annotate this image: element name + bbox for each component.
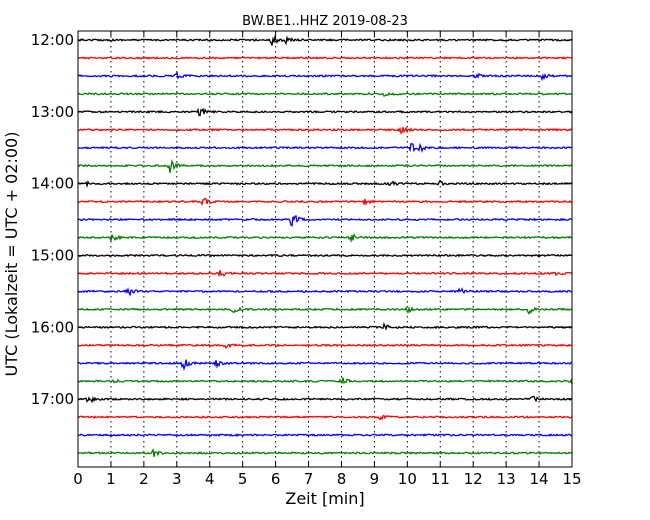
x-tick-label: 15 xyxy=(562,470,581,488)
trace-1245 xyxy=(77,91,573,97)
x-tick-label: 12 xyxy=(464,470,483,488)
trace-1715 xyxy=(77,414,573,421)
trace-1645 xyxy=(77,377,573,385)
trace-1230 xyxy=(77,71,573,82)
x-tick-label: 8 xyxy=(337,470,347,488)
trace-1415 xyxy=(77,197,573,206)
y-tick-label: 12:00 xyxy=(31,31,74,49)
trace-1400 xyxy=(77,179,573,189)
x-tick-label: 13 xyxy=(497,470,516,488)
trace-1530 xyxy=(77,286,573,297)
x-tick-label: 1 xyxy=(106,470,116,488)
trace-1215 xyxy=(77,56,573,60)
trace-1315 xyxy=(77,126,573,135)
plot-area: 0 1 2 3 4 5 6 7 8 9 10 11 12 13 14 1512:0013:0014:0015:… xyxy=(31,30,582,488)
trace-1345 xyxy=(77,158,573,173)
trace-1445 xyxy=(77,232,573,244)
x-tick-label: 6 xyxy=(271,470,281,488)
y-tick-label: 13:00 xyxy=(31,103,74,121)
y-axis-label: UTC (Lokalzeit = UTC + 02:00) xyxy=(2,132,21,377)
trace-1700 xyxy=(77,395,573,404)
trace-1300 xyxy=(77,107,573,117)
y-tick-label: 16:00 xyxy=(31,318,74,336)
x-axis-label: Zeit [min] xyxy=(285,489,364,508)
trace-1500 xyxy=(77,253,573,258)
y-tick-label: 15:00 xyxy=(31,246,74,264)
trace-1615 xyxy=(77,343,573,349)
x-tick-label: 9 xyxy=(370,470,380,488)
trace-1730 xyxy=(77,433,573,437)
trace-1330 xyxy=(77,142,573,153)
x-tick-label: 5 xyxy=(238,470,248,488)
x-tick-label: 7 xyxy=(304,470,314,488)
trace-1430 xyxy=(77,215,573,227)
trace-1200 xyxy=(77,34,573,46)
x-tick-label: 3 xyxy=(172,470,182,488)
y-tick-label: 14:00 xyxy=(31,175,74,193)
plot-frame xyxy=(77,30,573,468)
y-tick-label: 17:00 xyxy=(31,390,74,408)
x-tick-label: 11 xyxy=(431,470,450,488)
chart-title: BW.BE1..HHZ 2019-08-23 xyxy=(242,14,408,29)
x-tick-label: 4 xyxy=(205,470,215,488)
trace-1745 xyxy=(77,447,573,457)
x-tick-label: 10 xyxy=(398,470,417,488)
trace-1545 xyxy=(77,305,573,315)
x-tick-label: 2 xyxy=(139,470,149,488)
x-tick-label: 14 xyxy=(530,470,549,488)
x-tick-label: 0 xyxy=(73,470,83,488)
trace-1515 xyxy=(77,270,573,278)
trace-1630 xyxy=(77,359,573,372)
trace-1600 xyxy=(77,321,573,331)
